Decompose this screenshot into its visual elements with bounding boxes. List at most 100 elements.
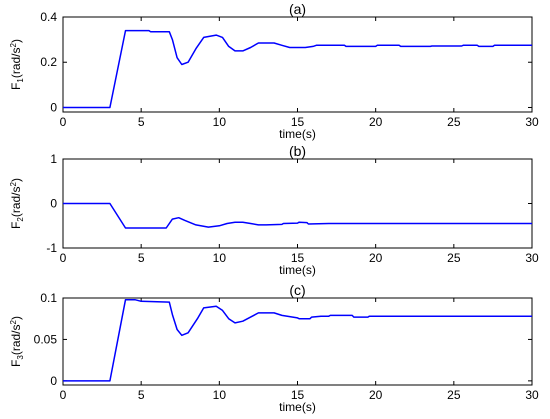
data-point [313,46,314,47]
data-point [172,39,173,40]
data-point [352,315,353,316]
subplot-3: 0 5 10 15 20 25 30 0 0.05 0.1 (c) time(s) F3(rad/s2) [9,282,539,414]
data-point [181,64,182,65]
data-point [377,45,378,46]
data-point [177,329,178,330]
data-point [494,45,495,46]
x-tick-label: 10 [213,388,227,402]
data-point [125,299,126,300]
data-point [297,47,298,48]
data-point [156,227,157,228]
series-line [63,298,532,382]
data-point [309,318,310,319]
x-tick-label: 20 [369,251,383,265]
data-point [281,45,282,46]
subplot-title: (c) [289,282,305,298]
y-tick-label: 0.05 [34,332,58,346]
x-tick-label: 0 [60,115,67,129]
y-tick-label: 0.4 [40,10,57,24]
y-tick-label: 0 [50,197,57,211]
x-tick-label: 25 [447,115,461,129]
x-tick-label: 0 [60,251,67,265]
data-point [306,222,307,223]
data-point [203,307,204,308]
data-point [297,317,298,318]
data-point [188,62,189,63]
subplot-title: (b) [289,143,306,159]
y-tick-label: -1 [46,241,57,255]
data-point [109,107,110,108]
data-point [228,318,229,319]
data-point [531,223,532,224]
x-tick-label: 5 [138,388,145,402]
subplot-title: (a) [289,1,306,17]
x-tick-label: 15 [291,251,305,265]
data-point [134,299,135,300]
data-point [234,322,235,323]
data-point [242,50,243,51]
data-point [328,316,329,317]
data-point [177,57,178,58]
data-point [222,310,223,311]
data-point [305,47,306,48]
data-point [353,317,354,318]
data-point [195,224,196,225]
y-tick-label: 0.2 [40,55,57,69]
series-line [63,202,532,229]
data-point [328,45,329,46]
data-point [172,314,173,315]
data-point [184,220,185,221]
data-point [169,31,170,32]
data-point [531,45,532,46]
data-point [234,50,235,51]
subplot-2: 0 5 10 15 20 25 30-101 (b)time(s)F2(rad/s2) [9,143,539,277]
data-point [289,47,290,48]
data-point [478,46,479,47]
data-point [477,45,478,46]
y-tick-label: 0.1 [40,291,57,305]
data-point [299,222,300,223]
data-point [62,203,63,204]
data-point [234,222,235,223]
series-line [63,29,532,109]
data-point [125,30,126,31]
x-tick-label: 10 [213,251,227,265]
x-axis-label: time(s) [279,400,316,414]
x-tick-label: 25 [447,388,461,402]
data-point [430,46,431,47]
data-point [400,46,401,47]
data-point [172,219,173,220]
data-point [283,223,284,224]
data-point [141,301,142,302]
data-point [169,302,170,303]
x-tick-label: 20 [369,388,383,402]
data-point [328,223,329,224]
data-point [274,312,275,313]
data-point [308,223,309,224]
data-point [399,45,400,46]
y-tick-label: 0 [50,100,57,114]
data-point [150,31,151,32]
data-point [219,225,220,226]
data-point [463,45,464,46]
data-point [227,223,228,224]
data-point [109,203,110,204]
x-axis-label: time(s) [279,263,316,277]
data-point [281,315,282,316]
x-tick-label: 10 [213,115,227,129]
x-tick-label: 30 [525,251,539,265]
data-point [531,316,532,317]
data-point [369,316,370,317]
data-point [195,48,196,49]
data-point [492,46,493,47]
data-point [242,321,243,322]
data-point [216,35,217,36]
y-axis-label: F3(rad/s2) [9,316,25,367]
data-point [258,42,259,43]
plot-frame [62,297,533,386]
y-tick-label: 0 [50,374,57,388]
data-point [367,317,368,318]
data-point [181,335,182,336]
data-point [197,318,198,319]
